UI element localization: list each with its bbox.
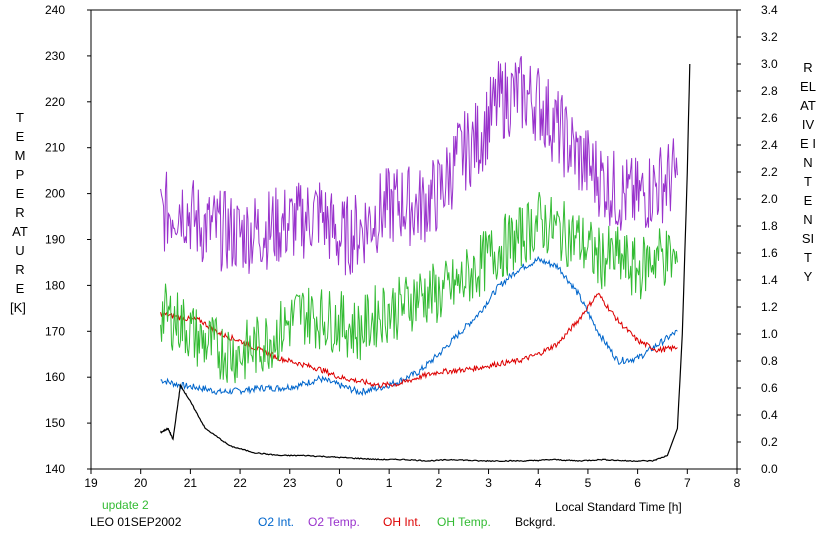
plot-frame xyxy=(90,9,738,470)
x-tick-label: 2 xyxy=(436,476,443,490)
x-tick-label: 23 xyxy=(283,476,297,490)
x-tick-label: 6 xyxy=(634,476,641,490)
series-layer xyxy=(160,56,691,463)
y2-tick-label: 0.4 xyxy=(761,408,778,422)
y-tick-label: 210 xyxy=(45,141,65,155)
legend-item: OH Temp. xyxy=(437,515,491,529)
y-tick-label: 190 xyxy=(45,233,65,247)
legend-item: Bckgrd. xyxy=(515,515,556,529)
y2-tick-label: 2.8 xyxy=(761,84,778,98)
y2-tick-label: 1.0 xyxy=(761,327,778,341)
left-axis-title: TEMPERATURE xyxy=(12,110,28,296)
y2-tick-label: 3.0 xyxy=(761,57,778,71)
y2-tick-label: 2.6 xyxy=(761,111,778,125)
x-tick-label: 4 xyxy=(535,476,542,490)
y-tick-label: 220 xyxy=(45,95,65,109)
x-tick-label: 8 xyxy=(734,476,741,490)
right-axis-title: RELATIVE INTENSITY xyxy=(800,60,816,284)
y-tick-label: 230 xyxy=(45,49,65,63)
y2-tick-label: 0.6 xyxy=(761,381,778,395)
x-tick-label: 19 xyxy=(84,476,98,490)
y2-tick-label: 0.8 xyxy=(761,354,778,368)
axes-layer: 19 20 21 22 23 0 1 2 3 4 5 6 7 8140150160170180190200… xyxy=(45,3,778,490)
y2-tick-label: 3.4 xyxy=(761,3,778,17)
y2-tick-label: 3.2 xyxy=(761,30,778,44)
left-axis-unit: [K] xyxy=(10,300,26,315)
y2-tick-label: 2.0 xyxy=(761,192,778,206)
y2-tick-label: 2.2 xyxy=(761,165,778,179)
x-tick-label: 3 xyxy=(485,476,492,490)
y2-tick-label: 0.2 xyxy=(761,435,778,449)
x-tick-label: 7 xyxy=(684,476,691,490)
series-line-oh-temp xyxy=(160,192,678,384)
series-line-bckgrd xyxy=(160,63,691,463)
x-tick-label: 21 xyxy=(184,476,198,490)
series-line-o2-int xyxy=(160,255,678,397)
x-tick-label: 20 xyxy=(134,476,148,490)
x-tick-label: 22 xyxy=(233,476,247,490)
x-tick-label: 0 xyxy=(336,476,343,490)
x-axis-title: Local Standard Time [h] xyxy=(555,500,682,514)
legend-item: O2 Int. xyxy=(258,515,295,529)
station-text: LEO 01SEP2002 xyxy=(90,515,182,529)
y2-tick-label: 2.4 xyxy=(761,138,778,152)
status-text: update 2 xyxy=(102,498,149,512)
y2-tick-label: 1.8 xyxy=(761,219,778,233)
series-line-oh-int xyxy=(160,292,678,389)
x-tick-label: 5 xyxy=(585,476,592,490)
y2-tick-label: 1.4 xyxy=(761,273,778,287)
y2-tick-label: 0.0 xyxy=(761,462,778,476)
y-tick-label: 240 xyxy=(45,3,65,17)
series-line-o2-temp xyxy=(160,56,678,276)
y-tick-label: 180 xyxy=(45,278,65,292)
y-tick-label: 150 xyxy=(45,416,65,430)
y-tick-label: 160 xyxy=(45,370,65,384)
y-tick-label: 200 xyxy=(45,187,65,201)
y2-tick-label: 1.2 xyxy=(761,300,778,314)
y2-tick-label: 1.6 xyxy=(761,246,778,260)
x-tick-label: 1 xyxy=(386,476,393,490)
y-tick-label: 140 xyxy=(45,462,65,476)
legend-item: O2 Temp. xyxy=(308,515,360,529)
y-tick-label: 170 xyxy=(45,324,65,338)
legend-item: OH Int. xyxy=(383,515,422,529)
